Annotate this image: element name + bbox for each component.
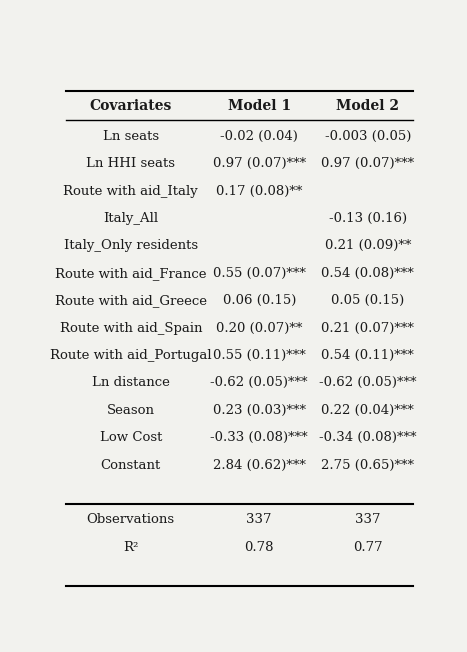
Text: 337: 337 (247, 513, 272, 526)
Text: -0.34 (0.08)***: -0.34 (0.08)*** (319, 431, 417, 444)
Text: Route with aid_Portugal: Route with aid_Portugal (50, 349, 212, 362)
Text: Ln seats: Ln seats (103, 130, 159, 143)
Text: Italy_All: Italy_All (103, 212, 158, 225)
Text: Route with aid_Italy: Route with aid_Italy (64, 185, 198, 198)
Text: 0.97 (0.07)***: 0.97 (0.07)*** (212, 157, 306, 170)
Text: 0.55 (0.11)***: 0.55 (0.11)*** (213, 349, 305, 362)
Text: -0.62 (0.05)***: -0.62 (0.05)*** (211, 376, 308, 389)
Text: 0.21 (0.07)***: 0.21 (0.07)*** (321, 321, 414, 334)
Text: -0.02 (0.04): -0.02 (0.04) (220, 130, 298, 143)
Text: -0.003 (0.05): -0.003 (0.05) (325, 130, 411, 143)
Text: -0.13 (0.16): -0.13 (0.16) (329, 212, 407, 225)
Text: 337: 337 (355, 513, 381, 526)
Text: 0.77: 0.77 (353, 541, 382, 554)
Text: 0.97 (0.07)***: 0.97 (0.07)*** (321, 157, 414, 170)
Text: 0.23 (0.03)***: 0.23 (0.03)*** (213, 404, 306, 417)
Text: 0.21 (0.09)**: 0.21 (0.09)** (325, 239, 411, 252)
Text: Model 2: Model 2 (336, 99, 399, 113)
Text: Low Cost: Low Cost (99, 431, 162, 444)
Text: Italy_Only residents: Italy_Only residents (64, 239, 198, 252)
Text: -0.62 (0.05)***: -0.62 (0.05)*** (319, 376, 417, 389)
Text: 0.55 (0.07)***: 0.55 (0.07)*** (213, 267, 306, 280)
Text: R²: R² (123, 541, 138, 554)
Text: Ln distance: Ln distance (92, 376, 170, 389)
Text: 0.22 (0.04)***: 0.22 (0.04)*** (321, 404, 414, 417)
Text: 2.84 (0.62)***: 2.84 (0.62)*** (213, 458, 306, 471)
Text: 0.78: 0.78 (245, 541, 274, 554)
Text: Observations: Observations (87, 513, 175, 526)
Text: Covariates: Covariates (90, 99, 172, 113)
Text: 0.17 (0.08)**: 0.17 (0.08)** (216, 185, 303, 198)
Text: Route with aid_Spain: Route with aid_Spain (59, 321, 202, 334)
Text: 0.06 (0.15): 0.06 (0.15) (223, 294, 296, 307)
Text: 0.54 (0.11)***: 0.54 (0.11)*** (321, 349, 414, 362)
Text: 2.75 (0.65)***: 2.75 (0.65)*** (321, 458, 414, 471)
Text: Model 1: Model 1 (228, 99, 291, 113)
Text: Route with aid_Greece: Route with aid_Greece (55, 294, 207, 307)
Text: -0.33 (0.08)***: -0.33 (0.08)*** (211, 431, 308, 444)
Text: Route with aid_France: Route with aid_France (55, 267, 206, 280)
Text: 0.20 (0.07)**: 0.20 (0.07)** (216, 321, 303, 334)
Text: 0.05 (0.15): 0.05 (0.15) (331, 294, 404, 307)
Text: Constant: Constant (100, 458, 161, 471)
Text: Season: Season (107, 404, 155, 417)
Text: 0.54 (0.08)***: 0.54 (0.08)*** (321, 267, 414, 280)
Text: Ln HHI seats: Ln HHI seats (86, 157, 175, 170)
